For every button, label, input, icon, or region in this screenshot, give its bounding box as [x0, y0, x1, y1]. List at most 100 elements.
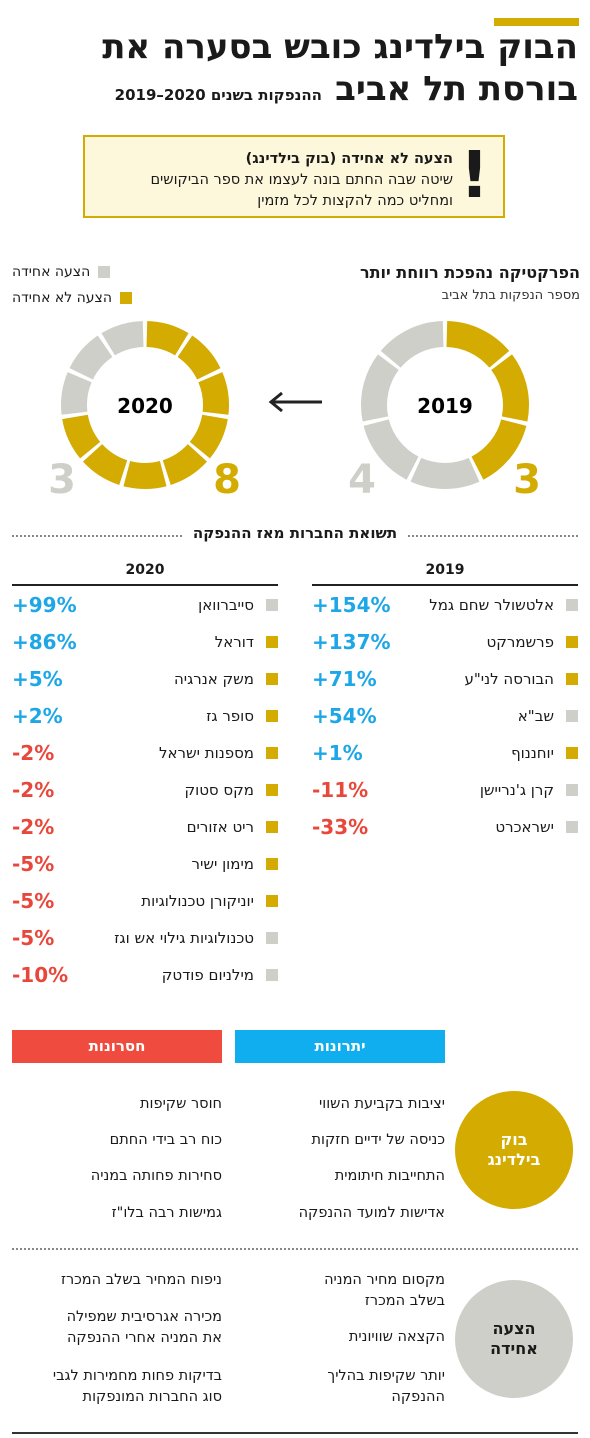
company-name: יוניקורן טכנולוגיות: [141, 892, 254, 910]
legend-swatch-gray: [98, 266, 111, 278]
return-row: ריט אזורים -2%: [12, 815, 278, 845]
return-row: סייברוואן +99%: [12, 593, 278, 623]
return-percent: -2%: [12, 741, 55, 765]
offer-type-swatch: [566, 784, 578, 796]
return-percent: +137%: [312, 630, 391, 654]
return-percent: +99%: [12, 593, 77, 617]
return-percent: +54%: [312, 704, 377, 728]
definition-box: ! הצעה לא אחידה (בוק בילדינג) שיטה שבה ה…: [83, 135, 505, 218]
page-title-line-2: בורסת תל אביב: [335, 69, 578, 109]
offer-type-swatch: [266, 636, 278, 648]
company-name: יוחננוף: [511, 744, 554, 762]
donut-segment-uniform: [380, 321, 444, 368]
definition-line-1: שיטה שבה החתם בונה לעצמו את ספר הביקושים: [150, 172, 453, 188]
arrow-left-icon: [268, 391, 322, 413]
return-row: מילניום פודטק -10%: [12, 963, 278, 993]
donut-section-subtitle: מספר הנפקות בתל אביב: [441, 288, 580, 303]
return-row: דוראל +86%: [12, 630, 278, 660]
company-name: שב"א: [517, 707, 554, 725]
return-row: שב"א +54%: [312, 704, 578, 734]
offer-type-swatch: [566, 747, 578, 759]
return-row: ישראכרט -33%: [312, 815, 578, 845]
donut-segment-uniform: [361, 354, 399, 422]
company-name: פרשמרקט: [486, 633, 555, 651]
bottom-rule: [12, 1432, 578, 1434]
offer-type-swatch: [266, 747, 278, 759]
donut-segment-uniform: [363, 419, 419, 480]
company-name: טכנולוגיות גילוי אש וגז: [114, 929, 254, 947]
comparison-item: סחירות פחותה במניה: [90, 1168, 222, 1184]
uniform-offer-label: הצעה אחידה: [490, 1319, 538, 1358]
offer-type-swatch: [566, 599, 578, 611]
offer-type-swatch: [266, 858, 278, 870]
column-header-2019: 2019: [312, 562, 578, 586]
donut-segment-non-uniform: [471, 419, 527, 480]
donut-segment-non-uniform: [146, 321, 189, 356]
offer-type-swatch: [266, 932, 278, 944]
return-percent: +5%: [12, 667, 63, 691]
exclamation-icon: !: [459, 139, 489, 213]
definition-title: הצעה לא אחידה (בוק בילדינג): [245, 151, 453, 167]
return-percent: -11%: [312, 778, 369, 802]
comparison-item: התחייבות חיתומית: [334, 1168, 445, 1184]
return-percent: +1%: [312, 741, 363, 765]
offer-type-swatch: [266, 821, 278, 833]
returns-section-heading: תשואת החברות מאז ההנפקה: [12, 520, 578, 550]
page-title: הבוק בילדינג כובש בסערה את: [102, 27, 578, 67]
return-percent: +71%: [312, 667, 377, 691]
legend-swatch-gold: [120, 292, 133, 304]
offer-type-swatch: [266, 969, 278, 981]
company-name: משק אנרגיה: [173, 670, 254, 688]
comparison-item: הקצאה שוויונית: [348, 1329, 445, 1345]
company-name: קרן ג'נריישן: [479, 781, 554, 799]
comparison-item: ניפוח המחיר בשלב המכרז: [60, 1272, 222, 1288]
legend-label-uniform: הצעה אחידה: [12, 264, 91, 280]
definition-line-2: ומחליט כמה להקצות לכל מזמין: [257, 193, 453, 209]
company-name: סייברוואן: [198, 596, 254, 614]
donut-segment-uniform: [101, 321, 144, 356]
donut-section-title: הפרקטיקה נהפכת רווחת יותר: [359, 263, 580, 282]
company-name: אלטשולר שחם גמל: [429, 596, 554, 614]
title-line-2: בורסת תל אביב ההנפקות בשנים 2020–2019: [18, 72, 578, 112]
company-name: מקס סטוק: [184, 781, 254, 799]
return-percent: -33%: [312, 815, 369, 839]
return-row: הבורסה לני"ע +71%: [312, 667, 578, 697]
donut-count-uniform: 4: [348, 457, 376, 500]
comparison-item: בדיקות פחות מחמירות לגבי סוג החברות המונ…: [52, 1368, 222, 1405]
offer-type-swatch: [566, 673, 578, 685]
comparison-item: אדישות למועד ההנפקה: [298, 1205, 445, 1221]
donut-segment-non-uniform: [162, 444, 208, 485]
definition-text: הצעה לא אחידה (בוק בילדינג) שיטה שבה החת…: [93, 149, 453, 212]
donut-segment-uniform: [410, 457, 480, 489]
return-row: פרשמרקט +137%: [312, 630, 578, 660]
uniform-offer-badge: הצעה אחידה: [455, 1280, 573, 1398]
offer-type-swatch: [566, 821, 578, 833]
donut-count-non-uniform: 8: [213, 457, 241, 500]
return-percent: -5%: [12, 852, 55, 876]
return-row: יוחננוף +1%: [312, 741, 578, 771]
legend-label-non-uniform: הצעה לא אחידה: [12, 290, 113, 306]
return-row: מספנות ישראל -2%: [12, 741, 278, 771]
offer-type-swatch: [266, 895, 278, 907]
return-percent: -2%: [12, 778, 55, 802]
donut-segment-non-uniform: [82, 444, 128, 485]
company-name: מימון ישיר: [191, 855, 254, 873]
company-name: מילניום פודטק: [161, 966, 254, 984]
donut-segment-non-uniform: [189, 414, 228, 459]
return-percent: +86%: [12, 630, 77, 654]
dotted-divider: [408, 535, 578, 537]
offer-type-swatch: [266, 599, 278, 611]
dotted-divider: [12, 535, 182, 537]
book-building-badge: בוק בילדינג: [455, 1091, 573, 1209]
book-building-label: בוק בילדינג: [487, 1130, 541, 1169]
comparison-item: כוח רב בידי החתם: [109, 1132, 222, 1148]
donut-2019-segments: [361, 321, 529, 489]
donut-segment-uniform: [69, 335, 113, 380]
comparison-item: מקסום מחיר המניה בשלב המכרז: [324, 1272, 445, 1309]
return-percent: -5%: [12, 889, 55, 913]
returns-section-title: תשואת החברות מאז ההנפקה: [192, 524, 398, 542]
donut-chart-2019: 2019 4 3: [348, 321, 541, 500]
donut-segment-non-uniform: [446, 321, 510, 368]
advantages-header: יתרונות: [235, 1030, 445, 1063]
header-accent-bar: [494, 18, 579, 26]
